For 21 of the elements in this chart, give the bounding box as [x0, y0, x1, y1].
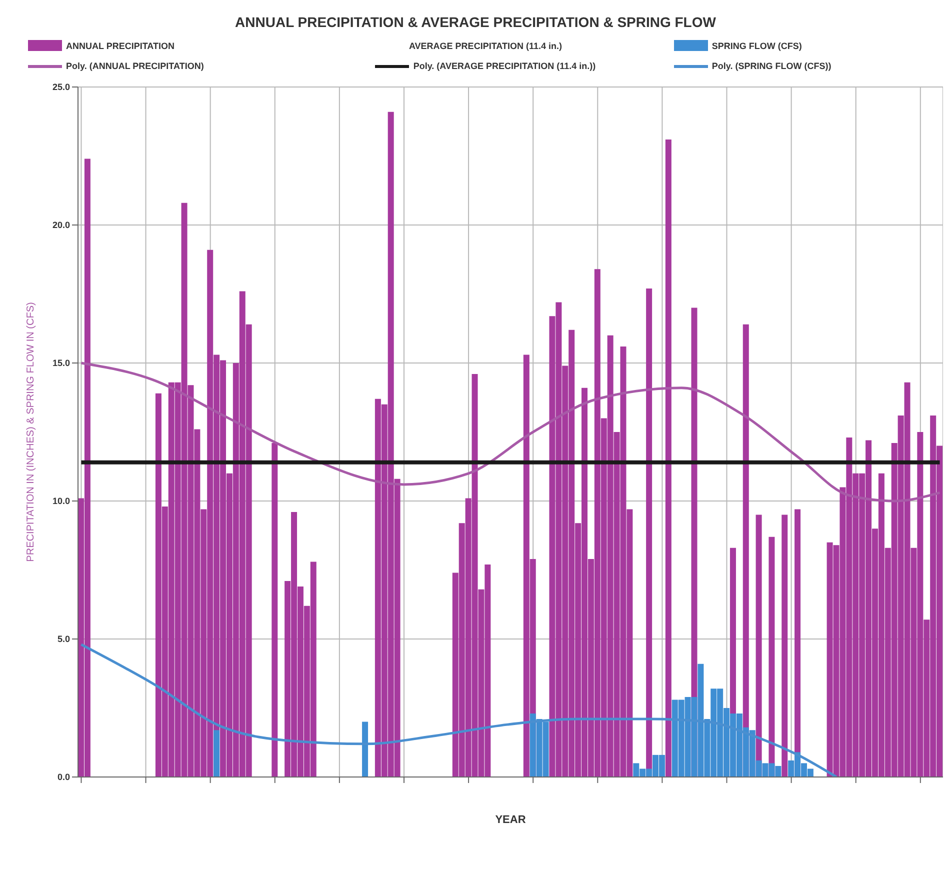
- legend-label: SPRING FLOW (CFS): [712, 40, 802, 50]
- y-tick-label: 5.0: [57, 634, 70, 644]
- bar: [272, 443, 278, 777]
- y-tick-label: 25.0: [52, 82, 70, 92]
- legend-label: ANNUAL PRECIPITATION: [66, 40, 175, 50]
- text: AVERAGE PRECIPITATION (11.4 in.): [408, 40, 562, 50]
- legend-label: Poly. (ANNUAL PRECIPITATION): [66, 61, 204, 71]
- y-tick-label: 20.0: [52, 220, 70, 230]
- y-axis-title: PRECIPITATION IN (INCHES) & SPRING FLOW IN (CFS): [26, 302, 37, 562]
- line-series: [80, 643, 838, 777]
- y-tick-label: 0.0: [57, 772, 70, 782]
- bar: [214, 730, 220, 777]
- chart-title: ANNUAL PRECIPITATION & AVERAGE PRECIPITATION & SPRING FLOW: [234, 13, 717, 32]
- legend-label: Poly. (AVERAGE PRECIPITATION (11.4 in.)): [413, 61, 596, 71]
- line-series: [80, 362, 942, 502]
- bar: [665, 139, 672, 777]
- x-axis-title: YEAR: [495, 814, 526, 826]
- y-tick-label: 10.0: [52, 496, 70, 506]
- legend-label: Poly. (SPRING FLOW (CFS)): [712, 61, 832, 71]
- bar: [782, 514, 788, 777]
- y-tick-label: 15.0: [52, 358, 70, 368]
